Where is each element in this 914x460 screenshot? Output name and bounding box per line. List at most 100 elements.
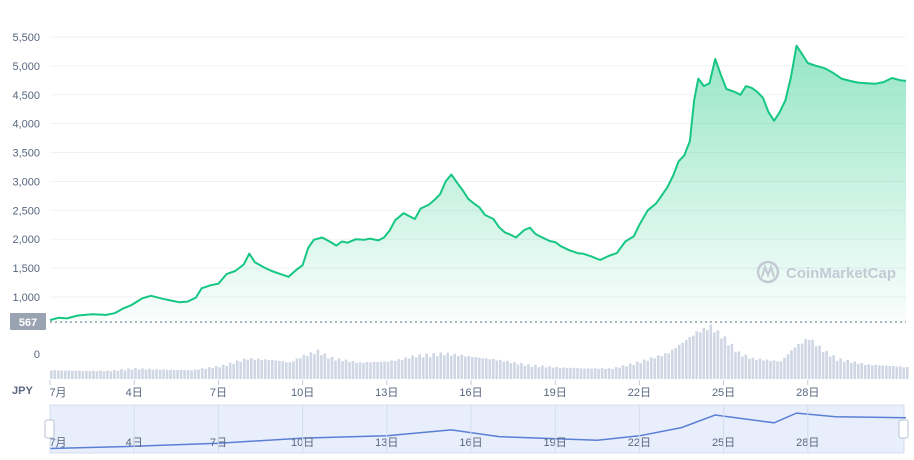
volume-bar: [748, 358, 751, 379]
volume-bar: [530, 366, 534, 379]
volume-bar: [618, 367, 621, 379]
volume-bar: [590, 368, 593, 379]
volume-bar: [600, 368, 604, 379]
volume-bar: [449, 355, 453, 379]
volume-bar: [432, 353, 435, 379]
volume-bar: [428, 357, 432, 379]
y-axis-ticks: 0 1,000 1,500 2,000 2,500 3,000 3,500 4,000 4,50…: [12, 32, 40, 361]
volume-bar: [558, 368, 562, 379]
volume-bar: [274, 360, 278, 379]
volume-bar: [828, 356, 832, 379]
volume-bar: [769, 360, 772, 379]
volume-bar: [365, 362, 369, 379]
volume-bar: [414, 357, 418, 379]
navigator-left-handle[interactable]: [44, 419, 55, 439]
volume-bar: [179, 369, 183, 379]
volume-bar: [642, 359, 646, 379]
volume-bar: [520, 363, 523, 379]
volume-bar: [625, 366, 628, 379]
y-tick-label: 2,500: [12, 205, 40, 217]
price-area: [50, 45, 906, 322]
x-tick-label: 7月: [49, 387, 66, 399]
volume-bar: [285, 362, 288, 379]
volume-bar: [807, 340, 811, 379]
volume-bar: [221, 364, 225, 379]
volume-bar: [330, 357, 334, 379]
volume-bar: [492, 359, 495, 379]
navigator-line: [49, 412, 907, 450]
y-tick-label: 4,000: [12, 119, 40, 131]
volume-bar: [464, 356, 467, 379]
volume-bar: [709, 324, 713, 379]
volume-bar: [881, 365, 884, 379]
volume-bar: [471, 357, 474, 379]
volume-bar: [207, 367, 211, 379]
navigator-right-handle[interactable]: [898, 419, 909, 439]
volume-bar: [786, 354, 790, 379]
x-tick-label: 25日: [712, 387, 735, 399]
volume-bar: [214, 366, 218, 379]
volume-bar: [74, 370, 78, 379]
volume-bar: [804, 339, 807, 379]
volume-bar: [453, 353, 456, 379]
volume-bar: [53, 370, 57, 379]
volume-bar: [741, 356, 744, 379]
volume-bar: [569, 367, 572, 379]
volume-bar: [172, 369, 176, 379]
volume-bar: [572, 368, 576, 379]
volume-bar: [762, 360, 765, 379]
volume-bar: [607, 368, 611, 379]
volume-bar: [699, 332, 702, 379]
volume-bar: [253, 359, 257, 379]
volume-bar: [818, 345, 821, 379]
volume-bar: [418, 354, 421, 379]
volume-bar: [720, 338, 723, 379]
volume-bar: [765, 359, 769, 379]
volume-bar: [386, 361, 390, 379]
current-price-label: 567: [19, 317, 37, 329]
volume-bar: [190, 370, 193, 379]
volume-bar: [713, 332, 716, 379]
volume-bar: [130, 369, 134, 379]
volume-bar: [751, 357, 755, 379]
volume-bar: [639, 363, 642, 379]
currency-label: JPY: [12, 385, 33, 397]
volume-bar: [586, 368, 590, 379]
navigator[interactable]: 7月 4日 7日 10日 13日 16日 19日 22日 25日 28日: [44, 404, 909, 454]
y-tick-label: 3,000: [12, 176, 40, 188]
volume-bar: [523, 365, 527, 379]
volume-bar: [144, 369, 148, 379]
volume-bar: [204, 368, 207, 379]
volume-bar: [267, 360, 271, 379]
volume-bar: [506, 360, 509, 379]
volume-bar: [278, 360, 281, 379]
volume-bar: [295, 358, 299, 379]
volume-bar: [562, 367, 565, 379]
price-line[interactable]: [49, 44, 907, 322]
x-tick-label: 4日: [126, 387, 143, 399]
volume-bar: [632, 365, 635, 379]
volume-bar: [737, 351, 741, 379]
volume-bar: [81, 371, 85, 379]
volume-bar: [411, 355, 414, 379]
y-tick-label: 3,500: [12, 148, 40, 160]
volume-bar: [548, 366, 551, 379]
volume-bar: [113, 369, 116, 379]
volume-bar: [344, 359, 348, 379]
volume-bar: [842, 361, 846, 379]
volume-bar: [302, 354, 306, 379]
volume-bar: [744, 354, 748, 379]
volume-bar: [155, 369, 158, 379]
volume-bar: [158, 369, 162, 379]
volume-bar: [320, 355, 323, 379]
volume-bar: [400, 360, 404, 379]
volume-bar: [660, 356, 663, 379]
x-tick-label: 28日: [796, 387, 819, 399]
volume-bar: [116, 370, 120, 379]
volume-bar: [67, 370, 71, 379]
volume-bar: [176, 370, 179, 379]
volume-bar: [341, 361, 344, 379]
volume-bar: [839, 358, 842, 379]
volume-bar: [534, 364, 537, 379]
